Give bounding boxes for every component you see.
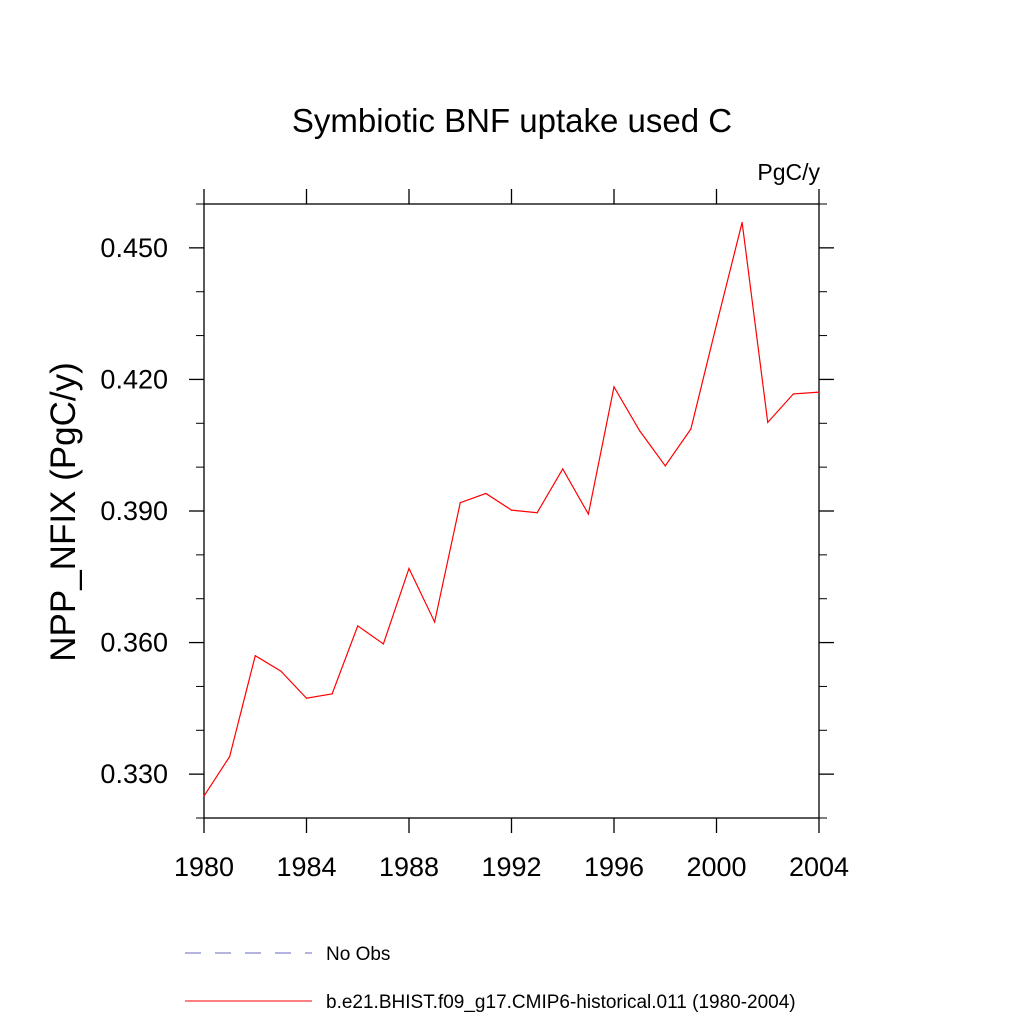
axis-ticks	[189, 189, 834, 833]
y-tick-label: 0.330	[100, 759, 168, 789]
data-point	[305, 697, 308, 699]
x-tick-label: 2004	[789, 852, 849, 882]
plot-frame	[203, 203, 820, 819]
data-point	[792, 393, 794, 395]
y-tick-label: 0.390	[100, 496, 168, 526]
data-point	[664, 465, 666, 467]
x-tick-label: 1992	[481, 852, 541, 882]
data-point	[562, 468, 564, 470]
legend: No Obs b.e21.BHIST.f09_g17.CMIP6-histori…	[185, 944, 796, 1013]
data-point	[459, 502, 461, 504]
data-point	[408, 567, 410, 570]
x-tick-label: 1988	[379, 852, 439, 882]
data-point	[741, 221, 743, 224]
series-line	[203, 222, 820, 797]
y-tick-labels: 0.330 0.360 0.390 0.420 0.450	[100, 233, 168, 789]
y-tick-label: 0.360	[100, 628, 168, 658]
data-point	[818, 391, 820, 393]
data-point	[203, 795, 205, 797]
series-layer	[203, 221, 820, 797]
x-tick-labels: 1980 1984 1988 1992 1996 2000 2004	[174, 852, 849, 882]
data-point	[587, 513, 589, 515]
x-tick-label: 1980	[174, 852, 234, 882]
data-point	[357, 625, 359, 627]
legend-label-historical: b.e21.BHIST.f09_g17.CMIP6-historical.011…	[326, 992, 796, 1013]
data-point	[690, 428, 692, 430]
data-point	[536, 512, 538, 514]
data-point	[715, 324, 718, 326]
legend-label-no-obs: No Obs	[326, 944, 390, 965]
data-point	[280, 670, 282, 672]
data-point	[510, 509, 513, 511]
data-point	[331, 693, 333, 695]
chart-title: Symbiotic BNF uptake used C	[292, 102, 732, 139]
x-tick-label: 1984	[276, 852, 336, 882]
data-point	[639, 430, 641, 432]
data-point	[434, 621, 436, 623]
y-tick-label: 0.420	[100, 364, 168, 394]
units-label: PgC/y	[757, 159, 820, 185]
y-axis-label: NPP_NFIX (PgC/y)	[44, 362, 83, 662]
data-point	[382, 643, 384, 645]
data-point	[767, 421, 769, 424]
data-point	[254, 655, 256, 657]
x-tick-label: 2000	[686, 852, 746, 882]
x-tick-label: 1996	[584, 852, 644, 882]
data-point	[613, 386, 615, 388]
data-point	[229, 756, 231, 758]
data-point	[485, 492, 487, 495]
y-tick-label: 0.450	[100, 233, 168, 263]
